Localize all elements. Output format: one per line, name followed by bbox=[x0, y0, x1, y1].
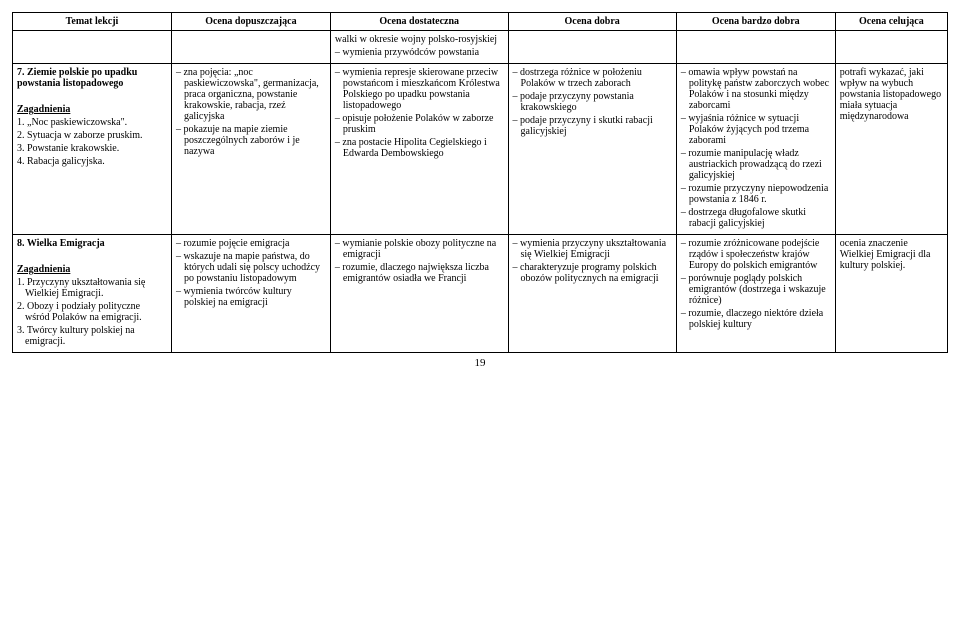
grade-cell: – wymienia represje skierowane przeciw p… bbox=[330, 64, 508, 235]
col-header: Ocena dostateczna bbox=[330, 13, 508, 31]
topic-cell bbox=[13, 31, 172, 64]
grade-cell: – wymienia przyczyny ukształtowania się … bbox=[508, 235, 676, 353]
grade-cell: – zna pojęcia: „noc paskiewiczowska", ge… bbox=[171, 64, 330, 235]
grade-cell: walki w okresie wojny polsko-rosyjskiej–… bbox=[330, 31, 508, 64]
grade-cell: potrafi wykazać, jaki wpływ na wybuch po… bbox=[835, 64, 947, 235]
grading-table: Temat lekcji Ocena dopuszczająca Ocena d… bbox=[12, 12, 948, 353]
grade-cell bbox=[171, 31, 330, 64]
col-header: Ocena dopuszczająca bbox=[171, 13, 330, 31]
topic-cell: 7. Ziemie polskie po upadku powstania li… bbox=[13, 64, 172, 235]
grade-cell: – omawia wpływ powstań na politykę państ… bbox=[676, 64, 835, 235]
grade-cell bbox=[835, 31, 947, 64]
page-number: 19 bbox=[12, 357, 948, 369]
col-header: Temat lekcji bbox=[13, 13, 172, 31]
table-row: 7. Ziemie polskie po upadku powstania li… bbox=[13, 64, 948, 235]
col-header: Ocena dobra bbox=[508, 13, 676, 31]
grade-cell: ocenia znaczenie Wielkiej Emigracji dla … bbox=[835, 235, 947, 353]
topic-cell: 8. Wielka Emigracja Zagadnienia1. Przycz… bbox=[13, 235, 172, 353]
col-header: Ocena bardzo dobra bbox=[676, 13, 835, 31]
table-row: walki w okresie wojny polsko-rosyjskiej–… bbox=[13, 31, 948, 64]
table-header-row: Temat lekcji Ocena dopuszczająca Ocena d… bbox=[13, 13, 948, 31]
table-body: walki w okresie wojny polsko-rosyjskiej–… bbox=[13, 31, 948, 353]
grade-cell bbox=[676, 31, 835, 64]
grade-cell: – wymianie polskie obozy polityczne na e… bbox=[330, 235, 508, 353]
grade-cell: – rozumie pojęcie emigracja– wskazuje na… bbox=[171, 235, 330, 353]
col-header: Ocena celująca bbox=[835, 13, 947, 31]
grade-cell bbox=[508, 31, 676, 64]
grade-cell: – rozumie zróżnicowane podejście rządów … bbox=[676, 235, 835, 353]
grade-cell: – dostrzega różnice w położeniu Polaków … bbox=[508, 64, 676, 235]
table-row: 8. Wielka Emigracja Zagadnienia1. Przycz… bbox=[13, 235, 948, 353]
